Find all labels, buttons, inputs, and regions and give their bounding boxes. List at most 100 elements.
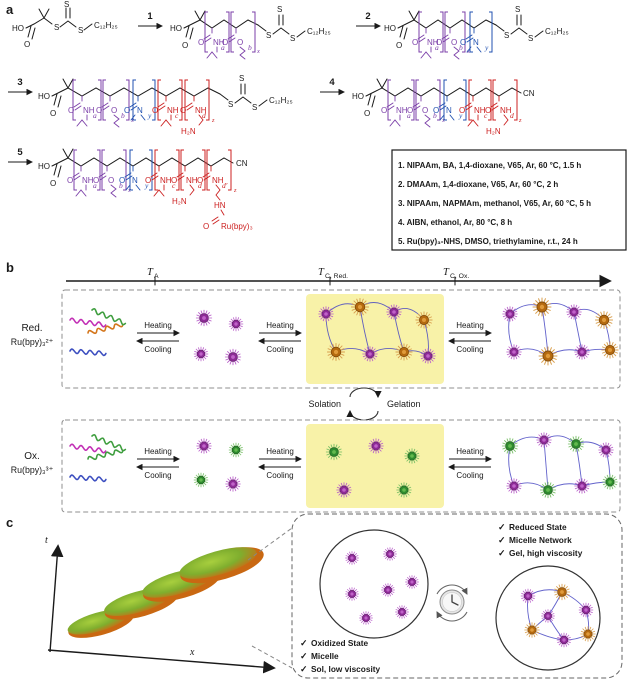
subscript: x (256, 48, 260, 55)
atom-label: HO (12, 24, 24, 33)
atom-label: O (96, 106, 102, 115)
nipaam-side-chain: O NH (459, 95, 486, 127)
unit-letter: b (433, 111, 437, 120)
atom-label: NH (160, 176, 172, 185)
atom-label: O (407, 106, 413, 115)
atom-label: S (504, 31, 509, 40)
step-number: 1 (147, 11, 153, 22)
step-number: 3 (17, 77, 22, 88)
unit-letter: c (175, 111, 179, 120)
atom-label: O (364, 109, 370, 118)
panel-a-synthesis-scheme: a HO O S S S C₁₂H₂₅ 1 HO O a b x O (6, 0, 627, 251)
atom-label: O (237, 38, 243, 47)
atom-label: O (436, 38, 442, 47)
atom-label: HO (38, 92, 50, 101)
reduced-row-frame (61, 289, 621, 389)
heating-cooling-arrows: Heating Cooling (136, 447, 180, 480)
nipaam-side-chain: O NH (152, 95, 179, 127)
unit-letter: d (202, 111, 206, 120)
atom-label: NH (396, 106, 408, 115)
atom-label: C₁₂H₂₅ (545, 27, 569, 36)
atom-label: NH (167, 106, 179, 115)
temperature-label-ta: T (147, 267, 154, 278)
atom-label: HN (214, 201, 226, 210)
check-icon: ✓ (498, 535, 506, 545)
unit-letter: y (144, 181, 149, 190)
heating-cooling-arrows: Heating Cooling (258, 321, 302, 354)
atom-label: NH (82, 176, 94, 185)
gelation-label: Gelation (387, 399, 421, 409)
atom-label: O (396, 41, 402, 50)
atom-label: NH (427, 38, 439, 47)
atom-label: O (152, 106, 158, 115)
dmaam-side-chain: O N (119, 165, 141, 191)
unit-letter: a (435, 43, 439, 52)
subscript: z (518, 117, 522, 124)
atom-label: O (93, 176, 99, 185)
panel-b-label: b (6, 260, 14, 275)
unimer-coils (68, 307, 127, 357)
legend-line: 4. AIBN, ethanol, Ar, 80 °C, 8 h (398, 218, 512, 227)
atom-label: HO (38, 162, 50, 171)
unit-letter: b (459, 43, 463, 52)
solation-label: Solation (308, 399, 341, 409)
atom-label: HO (170, 24, 182, 33)
atom-label: O (203, 222, 209, 231)
atom-label: NH (195, 106, 207, 115)
reaction-arrow-2: 2 (356, 11, 381, 30)
reduced-checklist: ✓ Reduced State ✓ Micelle Network ✓ Gel,… (498, 522, 583, 558)
atom-label: O (460, 38, 466, 47)
atom-label: O (124, 106, 130, 115)
atom-label: C₁₂H₂₅ (269, 96, 293, 105)
checklist-item: Micelle (311, 651, 339, 661)
raft-agent-structure: HO O S S S C₁₂H₂₅ (12, 0, 118, 49)
legend-line: 2. DMAAm, 1,4-dioxane, V65, Ar, 60 °C, 2… (398, 180, 558, 189)
gel-highlight-region (306, 294, 444, 384)
reduced-row: Red. Ru(bpy)₃²⁺ Heating Cooling (11, 289, 622, 389)
heating-cooling-arrows: Heating Cooling (258, 447, 302, 480)
legend-line: 5. Ru(bpy)₃-NHS, DMSO, triethylamine, r.… (398, 237, 578, 246)
temperature-sub-tcred: C, Red. (325, 273, 348, 280)
nipaam-side-chain: O NH (68, 95, 95, 127)
atom-label: CN (523, 89, 535, 98)
ba-side-chain: O O (407, 95, 431, 128)
atom-label: O (182, 41, 188, 50)
subscript: x (127, 187, 131, 194)
reaction-conditions-legend: 1. NIPAAm, BA, 1,4-dioxane, V65, Ar, 60 … (391, 149, 627, 251)
unit-letter: y (484, 43, 489, 52)
heating-label: Heating (144, 321, 172, 330)
checklist-item: Reduced State (509, 522, 567, 532)
reaction-arrow-4: 4 (320, 77, 345, 96)
subscript: x (130, 117, 134, 124)
dmaam-side-chain: O N (124, 95, 146, 121)
atom-label: O (381, 106, 387, 115)
step-number: 2 (365, 11, 370, 22)
check-icon: ✓ (300, 638, 308, 648)
atom-label: O (198, 38, 204, 47)
subscript: x (441, 117, 445, 124)
atom-label: C₁₂H₂₅ (94, 21, 118, 30)
unit-letter: a (93, 111, 97, 120)
atom-label: S (515, 5, 520, 14)
unit-letter: a (221, 43, 225, 52)
ba-side-chain: O O (96, 95, 120, 128)
legend-line: 3. NIPAAm, NAPMAm, methanol, V65, Ar, 60… (398, 199, 591, 208)
cooling-label: Cooling (456, 471, 483, 480)
atom-label: HO (352, 92, 364, 101)
legend-box-frame (391, 149, 627, 251)
check-icon: ✓ (300, 651, 308, 661)
cooling-label: Cooling (266, 345, 293, 354)
atom-label: H₂N (181, 127, 196, 136)
sol-highlight-region (306, 424, 444, 508)
atom-label: S (252, 103, 257, 112)
atom-label: O (197, 176, 203, 185)
oxidized-row: Ox. Ru(bpy)₃³⁺ Heating Cooling (11, 419, 621, 513)
x-axis-label: x (189, 647, 195, 658)
unit-letter: c (484, 111, 488, 120)
atom-label: O (50, 179, 56, 188)
micelle-network (498, 429, 621, 502)
atom-label: S (228, 100, 233, 109)
atom-label: O (50, 109, 56, 118)
atom-label: O (485, 106, 491, 115)
panel-a-label: a (6, 2, 14, 17)
